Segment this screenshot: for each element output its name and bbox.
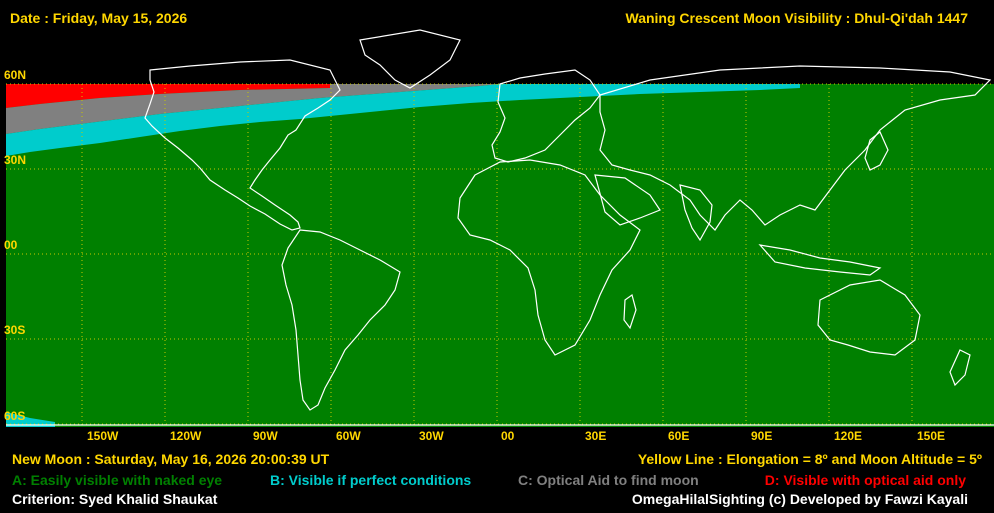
map-title: Waning Crescent Moon Visibility : Dhul-Q… [625, 10, 969, 26]
asia-outline [599, 65, 992, 231]
greenland-outline [359, 29, 461, 89]
new-zealand-outline [949, 349, 971, 387]
arabia-outline [594, 174, 661, 226]
zone-d-region [6, 84, 330, 108]
south-america-outline [281, 229, 401, 411]
zone-a-region [6, 84, 994, 427]
legend-b: B: Visible if perfect conditions [270, 472, 472, 488]
zone-c-region [6, 84, 500, 134]
india-outline [679, 184, 713, 242]
yellow-line-info: Yellow Line : Elongation = 8º and Moon A… [637, 451, 982, 467]
lat-label-00: 00 [4, 238, 18, 252]
lon-label-150w: 150W [87, 429, 119, 443]
japan-outline [864, 131, 889, 171]
europe-outline [491, 69, 601, 163]
map-date: Date : Friday, May 15, 2026 [10, 10, 188, 26]
new-moon-info: New Moon : Saturday, May 16, 2026 20:00:… [12, 451, 330, 467]
lon-label-60w: 60W [336, 429, 361, 443]
lon-label-60e: 60E [668, 429, 690, 443]
lon-label-90w: 90W [253, 429, 278, 443]
africa-outline [457, 159, 641, 356]
lon-label-00: 00 [501, 429, 515, 443]
indonesia-outline [758, 244, 882, 276]
lon-label-120w: 120W [170, 429, 202, 443]
credit-info: OmegaHilalSighting (c) Developed by Fawz… [631, 491, 968, 507]
legend-a: A: Easily visible with naked eye [12, 472, 223, 488]
lon-label-120e: 120E [834, 429, 863, 443]
lat-label-30n: 30N [4, 153, 27, 167]
north-america-outline [144, 59, 341, 231]
zone-b-region-south [6, 412, 55, 427]
legend-c: C: Optical Aid to find moon [518, 472, 699, 488]
lon-label-150e: 150E [917, 429, 946, 443]
lat-label-60s: 60S [4, 409, 26, 423]
australia-outline [817, 279, 921, 356]
lon-label-30w: 30W [419, 429, 444, 443]
criterion-info: Criterion: Syed Khalid Shaukat [12, 491, 218, 507]
lon-label-90e: 90E [751, 429, 773, 443]
legend-d: D: Visible with optical aid only [764, 472, 966, 488]
madagascar-outline [623, 294, 637, 330]
grid-lines [6, 83, 994, 427]
lat-label-60n: 60N [4, 68, 27, 82]
coastlines [6, 29, 994, 426]
lat-label-30s: 30S [4, 323, 26, 337]
lon-label-30e: 30E [585, 429, 607, 443]
